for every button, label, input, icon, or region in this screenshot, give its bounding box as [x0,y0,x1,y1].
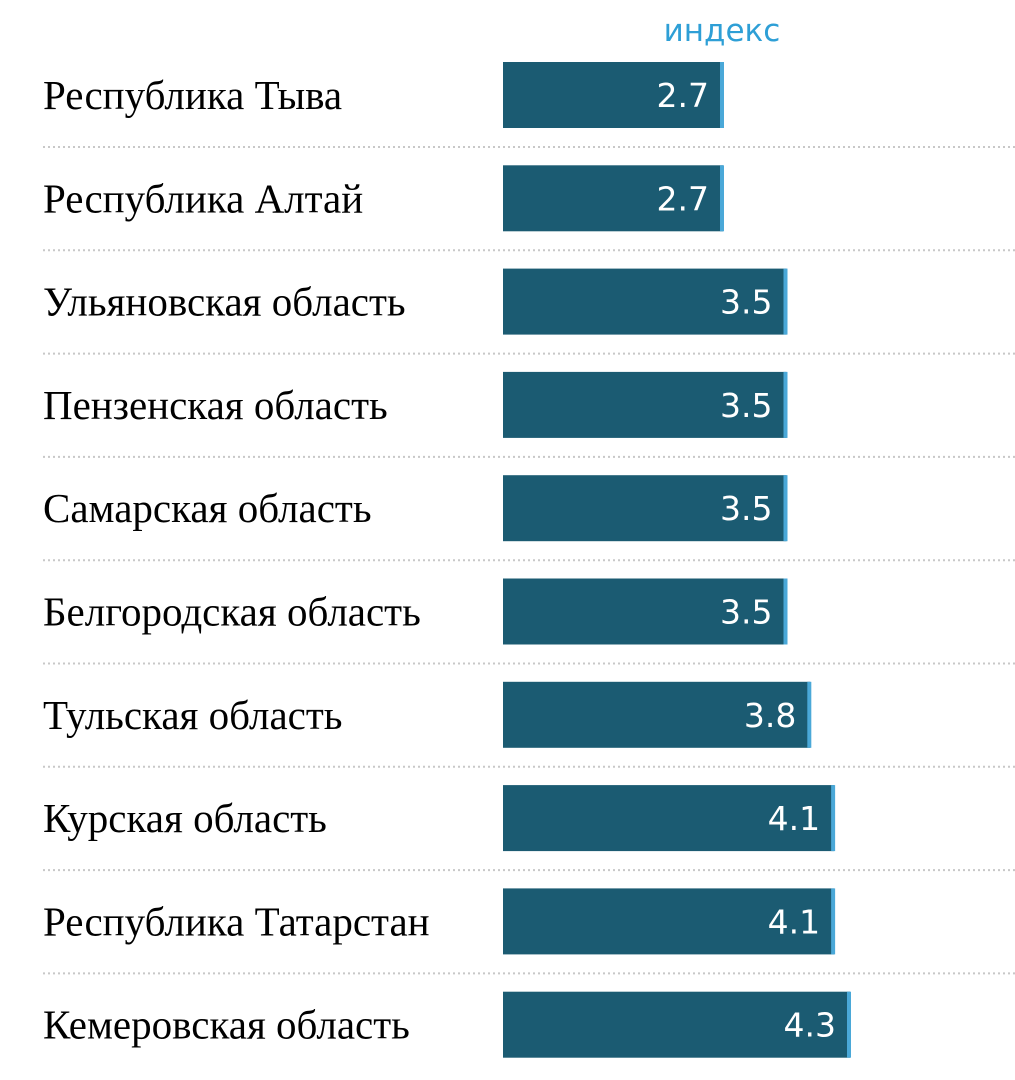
value-label: 3.5 [720,283,772,322]
bar-edge [783,371,788,438]
chart-rows: Республика Тыва 2.7 Республика Алтай 2.7 Уль… [43,62,851,1058]
bar-edge [783,268,788,335]
chart-row: Республика Тыва 2.7 [43,62,724,128]
bar [503,475,787,542]
category-label: Курская область [43,795,327,841]
category-label: Республика Тыва [43,72,342,118]
bar-edge [831,888,836,955]
column-header: индекс [664,13,781,49]
chart-row: Белгородская область 3.5 [43,578,788,645]
value-label: 3.5 [720,386,772,425]
bar [503,888,835,955]
bar [503,165,723,232]
chart-row: Тульская область 3.8 [43,681,812,748]
category-label: Ульяновская область [43,279,406,325]
bar [503,681,811,748]
bar [503,371,787,438]
chart-row: Республика Алтай 2.7 [43,165,724,232]
bar-edge [720,62,724,128]
chart-row: Курская область 4.1 [43,785,836,852]
bar [503,62,723,128]
value-label: 3.8 [744,696,796,735]
bar-edge [807,681,812,748]
value-label: 4.1 [768,799,820,838]
bar-edge [783,578,788,645]
category-label: Самарская область [43,485,372,531]
chart-row: Самарская область 3.5 [43,475,788,542]
chart-row: Республика Татарстан 4.1 [43,888,836,955]
bar [503,785,835,852]
row-separators [43,146,1015,975]
value-label: 3.5 [720,489,772,528]
value-label: 3.5 [720,593,772,632]
bar-edge [847,991,851,1058]
bar [503,991,850,1058]
bar-edge [831,785,836,852]
category-label: Белгородская область [43,589,421,635]
category-label: Кемеровская область [43,1002,410,1048]
bar [503,268,787,335]
chart-row: Пензенская область 3.5 [43,371,788,438]
bar-edge [783,475,788,542]
chart-row: Кемеровская область 4.3 [43,991,851,1058]
bar [503,578,787,645]
bar-edge [720,165,724,232]
category-label: Пензенская область [43,382,388,428]
value-label: 2.7 [657,179,709,218]
value-label: 4.1 [768,902,820,941]
category-label: Тульская область [43,692,342,738]
category-label: Республика Татарстан [43,898,430,944]
value-label: 4.3 [784,1006,836,1045]
value-label: 2.7 [657,76,709,115]
chart-row: Ульяновская область 3.5 [43,268,788,335]
category-label: Республика Алтай [43,175,363,221]
